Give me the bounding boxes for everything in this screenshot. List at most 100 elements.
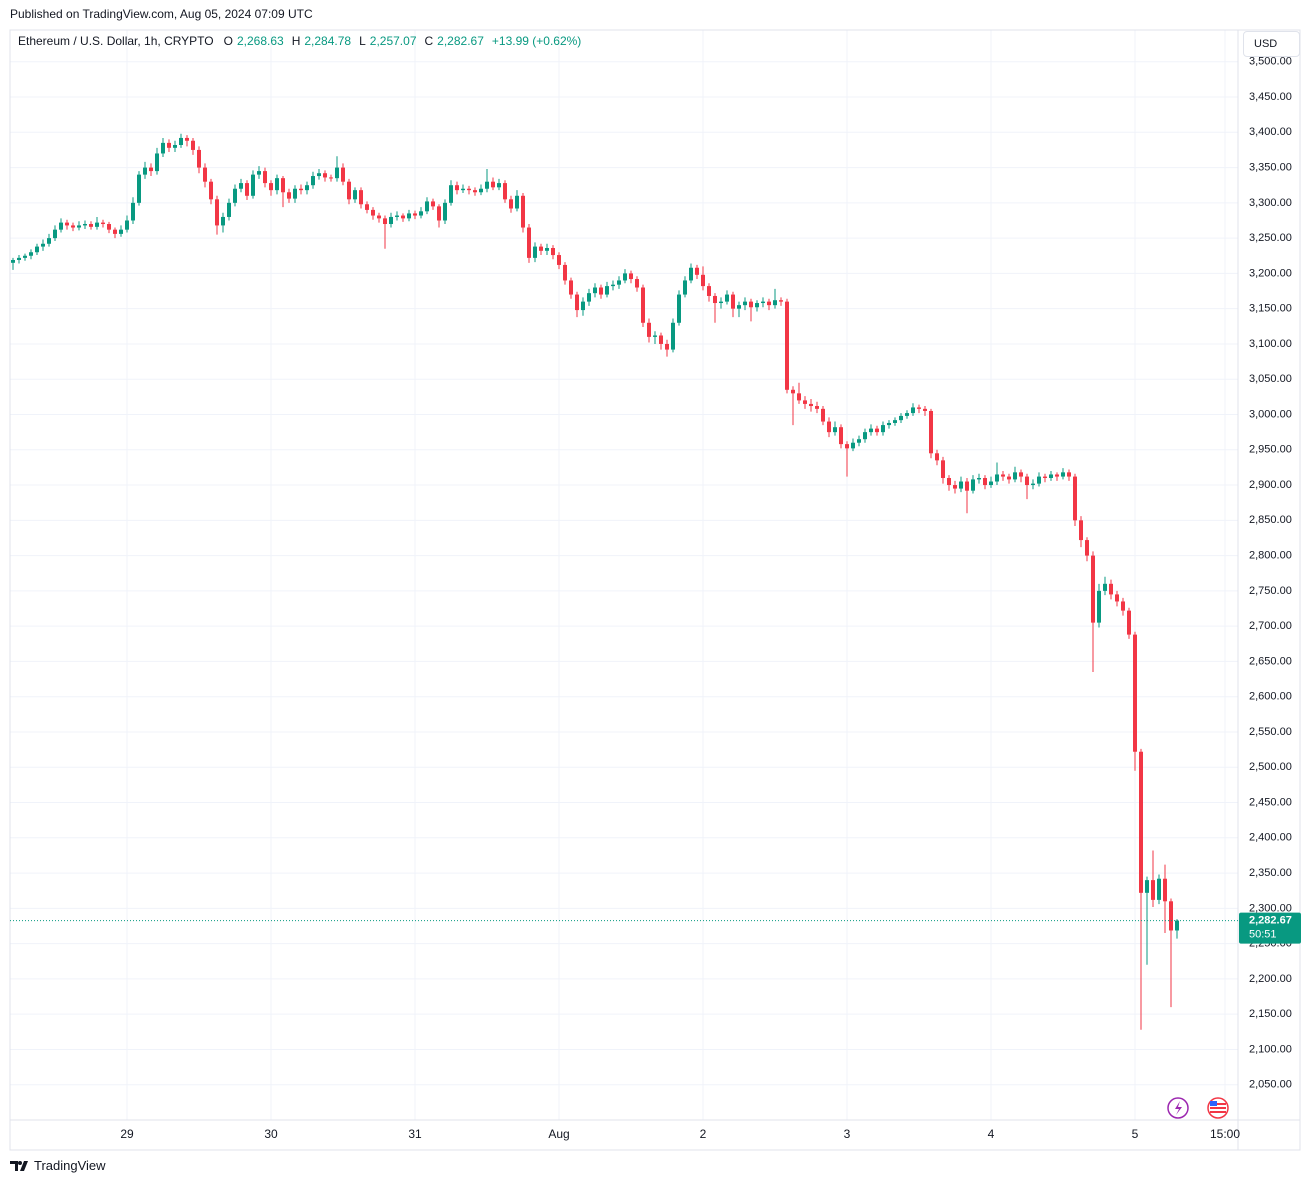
y-tick-label: 3,150.00 — [1249, 303, 1292, 315]
candle-body — [551, 248, 555, 256]
candle-body — [731, 294, 735, 309]
candle-body — [599, 287, 603, 295]
candle-body — [275, 178, 279, 191]
candle-body — [143, 167, 147, 175]
symbol-title: Ethereum / U.S. Dollar, 1h, CRYPTO — [18, 34, 214, 48]
lightning-icon[interactable] — [1167, 1097, 1189, 1119]
candle-body — [761, 301, 765, 304]
y-tick-label: 2,500.00 — [1249, 761, 1292, 773]
candle-body — [959, 481, 963, 489]
y-tick-label: 2,650.00 — [1249, 655, 1292, 667]
candle-body — [239, 183, 243, 189]
y-tick-label: 2,100.00 — [1249, 1043, 1292, 1055]
y-tick-label: 2,900.00 — [1249, 479, 1292, 491]
x-tick-label: 30 — [264, 1127, 278, 1141]
candle-body — [179, 137, 183, 145]
candle-body — [581, 301, 585, 311]
icon-circle — [1167, 1097, 1189, 1119]
candle-body — [545, 248, 549, 251]
y-tick-label: 3,400.00 — [1249, 126, 1292, 138]
candle-body — [947, 477, 951, 486]
candle-body — [1091, 555, 1095, 623]
ohlc-key: H — [291, 34, 301, 48]
candle-body — [1067, 472, 1071, 477]
y-tick-label: 2,300.00 — [1249, 902, 1292, 914]
candle-body — [401, 215, 405, 219]
candle-body — [887, 422, 891, 426]
candle-body — [443, 202, 447, 221]
candle-body — [539, 246, 543, 251]
candle-body — [467, 188, 471, 191]
candle-body — [185, 137, 189, 141]
candle-body — [167, 142, 171, 148]
y-tick-label: 2,600.00 — [1249, 691, 1292, 703]
ohlc-key: L — [359, 34, 366, 48]
candle-body — [479, 188, 483, 193]
candle-body — [1049, 474, 1053, 478]
candle-body — [341, 167, 345, 182]
candle-body — [1151, 880, 1155, 900]
candle-body — [1115, 594, 1119, 602]
candle-body — [407, 213, 411, 219]
candle-body — [113, 229, 117, 234]
candle-body — [857, 439, 861, 443]
candle-body — [689, 267, 693, 281]
candle-body — [389, 216, 393, 225]
candle-body — [647, 322, 651, 337]
candle-body — [47, 238, 51, 244]
candle-body — [845, 444, 849, 449]
candle-body — [245, 183, 249, 196]
candle-body — [53, 229, 57, 239]
candle-body — [71, 225, 75, 228]
candle-body — [107, 224, 111, 230]
candle-body — [623, 273, 627, 281]
last-price-label: 2,282.67 — [1249, 914, 1292, 926]
y-tick-label: 3,050.00 — [1249, 373, 1292, 385]
candle-body — [299, 188, 303, 191]
candle-body — [953, 485, 957, 489]
currency-button[interactable]: USD — [1243, 31, 1300, 57]
candle-body — [923, 408, 927, 411]
candle-body — [989, 481, 993, 486]
candle-body — [629, 273, 633, 280]
candle-body — [635, 279, 639, 288]
flag-icon[interactable] — [1207, 1097, 1229, 1119]
candle-body — [161, 142, 165, 154]
candle-body — [1121, 601, 1125, 611]
y-tick-label: 2,050.00 — [1249, 1079, 1292, 1091]
candle-body — [347, 181, 351, 200]
x-tick-label: 15:00 — [1210, 1127, 1240, 1141]
candle-body — [1025, 476, 1029, 486]
chart-frame — [9, 29, 1301, 1151]
candle-body — [431, 201, 435, 207]
candle-body — [263, 171, 267, 184]
tv-logo — [10, 1160, 28, 1171]
candle-body — [659, 335, 663, 344]
candle-body — [305, 185, 309, 191]
ohlc-value: 2,284.78 — [304, 34, 352, 48]
y-tick-label: 2,550.00 — [1249, 726, 1292, 738]
candle-body — [701, 274, 705, 287]
candle-body — [641, 287, 645, 323]
candle-body — [971, 479, 975, 491]
candle-body — [1043, 476, 1047, 478]
ohlc-value: 2,282.67 — [437, 34, 484, 48]
candle-body — [287, 192, 291, 199]
candle-body — [155, 153, 159, 172]
candle-body — [323, 173, 327, 178]
candle-body — [671, 322, 675, 350]
candle-body — [257, 171, 261, 175]
candle-body — [929, 410, 933, 454]
y-tick-label: 2,200.00 — [1249, 973, 1292, 985]
y-tick-label: 2,750.00 — [1249, 585, 1292, 597]
candle-body — [665, 343, 669, 350]
candle-body — [377, 215, 381, 219]
y-tick-label: 2,700.00 — [1249, 620, 1292, 632]
candle-body — [653, 335, 657, 337]
candle-body — [569, 280, 573, 295]
symbol-legend: Ethereum / U.S. Dollar, 1h, CRYPTO O 2,26… — [18, 34, 585, 48]
y-tick-label: 2,400.00 — [1249, 832, 1292, 844]
icon-bolt — [1175, 1101, 1182, 1115]
candle-body — [917, 407, 921, 409]
